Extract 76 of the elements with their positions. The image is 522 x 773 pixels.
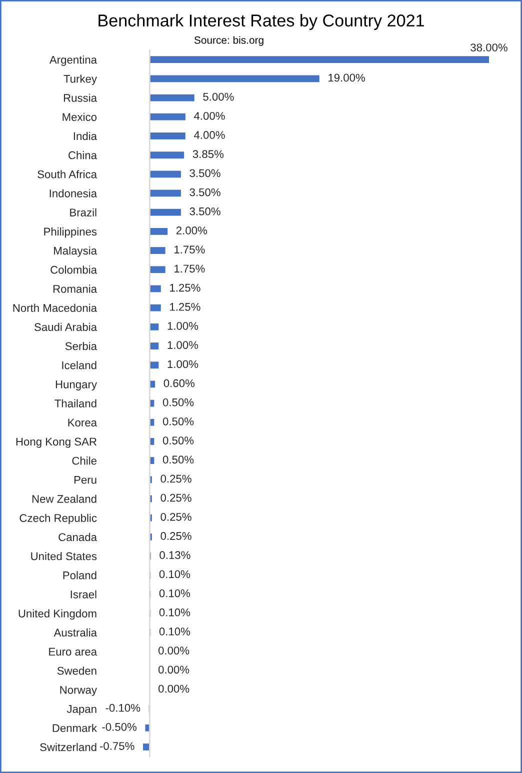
data-label: 0.50%	[162, 456, 194, 464]
y-tick-label: Saudi Arabia	[34, 322, 98, 332]
data-label: 0.00%	[158, 646, 190, 654]
y-tick-label: Hong Kong SAR	[16, 438, 96, 448]
y-tick-label: South Africa	[38, 170, 97, 178]
y-tick-label: Canada	[58, 532, 97, 542]
data-label: 0.00%	[158, 684, 190, 693]
data-label: 0.50%	[162, 398, 194, 406]
data-label: 0.25%	[160, 512, 192, 521]
y-tick-label: Brazil	[70, 208, 96, 216]
y-tick-label: Chile	[72, 456, 97, 465]
data-label: 5.00%	[203, 92, 234, 101]
data-label: 0.13%	[160, 551, 190, 560]
data-label: 3.50%	[190, 188, 220, 196]
y-tick-label: Australia	[54, 628, 97, 637]
y-tick-label: Iceland	[62, 361, 96, 370]
data-label: 0.25%	[160, 474, 192, 483]
y-tick-label: Romania	[53, 284, 97, 293]
data-label: 0.10%	[159, 570, 190, 578]
data-label: 0.50%	[162, 417, 194, 426]
y-tick-label: Russia	[64, 94, 97, 102]
y-tick-label: Argentina	[49, 56, 98, 66]
y-tick-label: Thailand	[54, 399, 96, 408]
data-label: 2.00%	[176, 226, 207, 234]
data-label: 4.00%	[194, 131, 225, 139]
data-label: 1.25%	[170, 284, 200, 292]
y-tick-label: Hungary	[56, 380, 97, 391]
chart-title: Benchmark Interest Rates by Country 2021	[98, 14, 424, 30]
data-label: 1.75%	[174, 246, 205, 254]
data-label: -0.75%	[100, 742, 134, 750]
data-label: 3.85%	[192, 150, 224, 158]
y-tick-label: United States	[31, 552, 97, 560]
data-label: 0.25%	[160, 494, 192, 502]
data-label: 0.10%	[159, 628, 190, 636]
data-label: 3.50%	[190, 169, 220, 178]
y-tick-label: Poland	[63, 571, 96, 580]
y-tick-label: Denmark	[52, 724, 98, 732]
data-label: -0.10%	[106, 704, 140, 712]
data-label: 1.75%	[174, 264, 205, 273]
y-tick-label: Korea	[68, 418, 97, 427]
y-tick-label: Colombia	[50, 266, 97, 274]
data-label: 38.00%	[470, 44, 508, 52]
y-tick-label: New Zealand	[32, 494, 96, 503]
y-tick-label: Philippines	[44, 227, 97, 238]
y-tick-label: Switzerland	[40, 742, 96, 752]
y-tick-label: Japan	[66, 705, 96, 716]
y-tick-label: Mexico	[62, 112, 97, 121]
y-tick-label: Peru	[74, 476, 96, 484]
y-tick-label: Israel	[70, 590, 96, 598]
y-tick-label: Malaysia	[54, 246, 97, 257]
data-label: 0.10%	[159, 589, 190, 598]
data-label: 1.00%	[168, 322, 198, 330]
data-label: 1.25%	[170, 302, 200, 311]
data-label: 0.00%	[158, 666, 190, 674]
data-label: -0.50%	[102, 723, 137, 731]
y-tick-label: Norway	[60, 686, 97, 696]
data-label: 0.50%	[162, 436, 194, 444]
data-label: 1.00%	[168, 360, 198, 368]
chart-subtitle: Source: bis.org	[194, 36, 264, 46]
data-label: 0.60%	[164, 379, 194, 388]
data-label: 0.10%	[159, 608, 190, 616]
y-tick-label: India	[74, 132, 97, 140]
y-tick-label: Euro area	[49, 648, 98, 656]
y-tick-label: North Macedonia	[13, 304, 98, 312]
data-label: 19.00%	[328, 74, 365, 82]
y-tick-label: United Kingdom	[18, 609, 96, 620]
y-tick-label: Czech Republic	[20, 514, 97, 524]
y-tick-label: Sweden	[57, 666, 96, 675]
y-tick-label: Turkey	[64, 74, 97, 85]
data-label: 0.25%	[160, 532, 192, 540]
y-tick-label: Serbia	[65, 342, 97, 350]
data-label: 3.50%	[190, 207, 220, 216]
y-tick-label: Indonesia	[50, 189, 98, 198]
y-tick-label: China	[68, 151, 97, 160]
data-label: 1.00%	[168, 341, 198, 349]
data-label: 4.00%	[194, 112, 225, 120]
